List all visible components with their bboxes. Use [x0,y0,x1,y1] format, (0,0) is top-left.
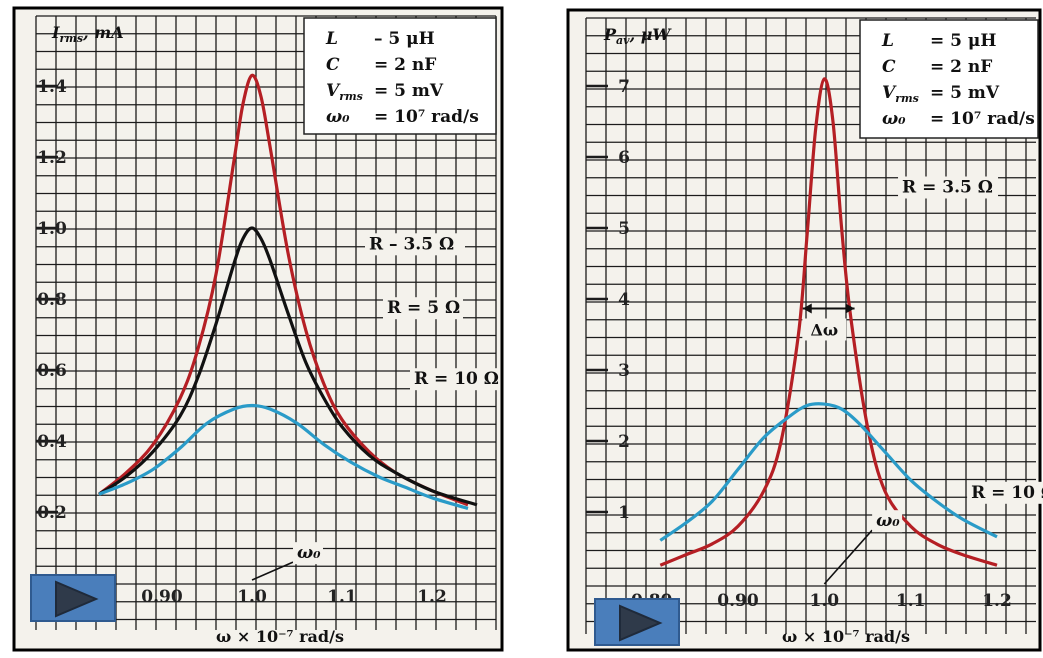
omega0-label: ω₀ [297,543,321,563]
plot-frame [566,8,1042,652]
annotation-background [872,510,903,533]
series-label: R – 3.5 Ω [369,234,454,254]
series-label: R = 3.5 Ω [902,178,993,198]
x-tick-label: 1.2 [417,587,447,607]
parameter-box [303,17,497,135]
y-axis-label: Irms, mA [51,23,124,45]
parameter-value: – 5 μH [374,29,435,49]
parameter-symbol: C [326,55,340,75]
x-tick-label: 1.1 [896,591,926,611]
play-icon [619,604,663,642]
play-button-right[interactable] [594,598,680,646]
y-tick-label: 1.4 [37,77,67,97]
annotation-background [365,233,465,256]
parameter-value: = 2 nF [374,55,436,75]
parameter-symbol: ω₀ [882,109,906,129]
y-tick-label: 1.0 [37,219,67,239]
parameter-value: = 10⁷ rad/s [374,107,479,127]
y-tick-label: 2 [618,432,630,452]
series-line-red [98,73,469,507]
y-axis-label: Pav, μW [603,25,672,47]
y-tick-label: 4 [618,290,630,310]
bandwidth-label: Δω [811,321,839,340]
parameter-value: = 5 μH [930,31,996,51]
x-axis-label: ω × 10⁻⁷ rad/s [782,627,910,646]
bandwidth-arrowhead-right [845,303,855,314]
parameter-symbol: C [882,57,896,77]
y-tick-label: 0.8 [37,290,67,310]
parameter-box [859,19,1039,139]
series-line-blue [98,403,469,510]
play-icon [55,580,99,618]
parameter-symbol: ω₀ [326,107,350,127]
series-line-red [659,77,998,567]
x-tick-label: 1.1 [327,587,357,607]
parameter-symbol: L [325,29,338,49]
annotation-background [802,318,847,341]
omega0-label: ω₀ [876,511,900,531]
annotation-background [383,297,463,320]
annotation-background [967,481,1043,504]
omega0-leader-line [251,561,294,581]
x-tick-label: 1.0 [810,591,840,611]
x-tick-label: 0.90 [717,591,759,611]
annotation-background [898,176,999,199]
y-tick-label: 3 [618,361,630,381]
series-label: R = 10 Ω [414,369,499,389]
parameter-value: = 10⁷ rad/s [930,109,1035,129]
parameter-value: = 5 mV [374,81,444,101]
bandwidth-arrowhead-left [802,303,812,314]
x-axis-label: ω × 10⁻⁷ rad/s [216,627,344,646]
series-line-blue [659,402,998,542]
y-tick-label: 0.2 [37,503,67,523]
annotation-background [410,368,500,391]
plot-frame [12,6,504,652]
annotation-background [293,542,323,565]
y-tick-label: 5 [618,219,630,239]
y-tick-label: 6 [618,148,630,168]
omega0-leader-line [823,529,873,585]
parameter-value: = 5 mV [930,83,1000,103]
parameter-symbol: Vrms [326,81,363,103]
x-tick-label: 1.2 [982,591,1012,611]
parameter-symbol: Vrms [882,83,919,105]
y-tick-label: 7 [618,77,630,97]
play-button-left[interactable] [30,574,116,622]
x-tick-label: 0.90 [141,587,183,607]
series-label: R = 10 Ω [971,483,1043,503]
left-chart-panel: 0.2 0.4 0.6 0.8 1.0 1.2 1.4 0.90 1.0 1.1 1.2 Irms, … [12,6,504,652]
parameter-symbol: L [881,31,894,51]
x-tick-label: 1.0 [237,587,267,607]
y-tick-label: 0.6 [37,361,67,381]
y-tick-label: 0.4 [37,432,67,452]
y-tick-label: 1 [618,503,630,523]
parameter-value: = 2 nF [930,57,992,77]
series-label: R = 5 Ω [387,298,460,318]
series-line-black [98,226,478,507]
y-tick-label: 1.2 [37,148,67,168]
